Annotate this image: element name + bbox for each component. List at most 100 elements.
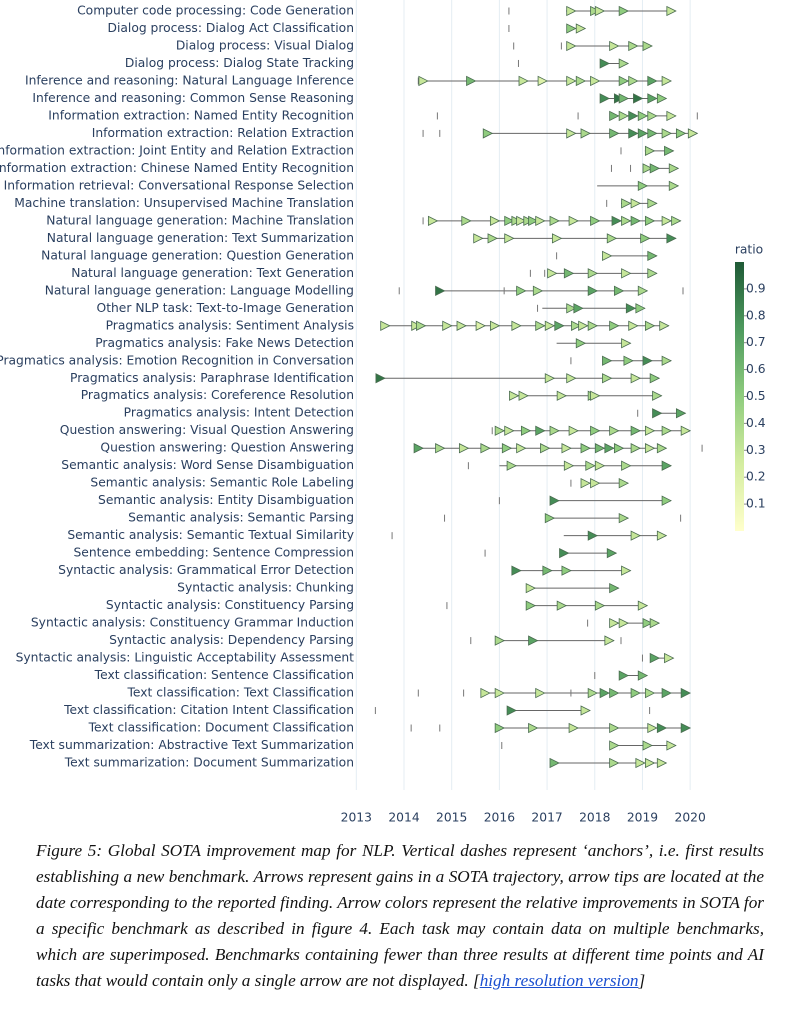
arrow — [602, 373, 613, 384]
row-label: Other NLP task: Text-to-Image Generation — [97, 301, 354, 315]
arrow — [656, 722, 668, 734]
arrow — [604, 635, 615, 646]
row-label: Question answering: Question Answering — [100, 441, 354, 455]
row-label: Pragmatics analysis: Intent Detection — [124, 406, 354, 420]
row-label: Natural language generation: Text Genera… — [71, 266, 354, 280]
arrow — [594, 443, 606, 454]
arrow — [652, 408, 663, 419]
x-tick-label: 2018 — [579, 811, 610, 825]
caption-text: Figure 5: Global SOTA improvement map fo… — [36, 841, 764, 990]
arrow — [656, 530, 668, 541]
arrow — [666, 740, 677, 751]
row-label: Text classification: Document Classifica… — [88, 721, 354, 735]
caption-link[interactable]: high resolution version — [479, 971, 639, 990]
arrow — [418, 75, 429, 87]
arrow — [628, 128, 639, 139]
arrow — [458, 443, 470, 454]
arrow — [637, 285, 649, 296]
arrow — [480, 687, 491, 699]
arrow — [520, 425, 532, 436]
arrow — [518, 75, 529, 87]
arrow — [637, 180, 649, 192]
row-label: Dialog process: Dialog Act Classificatio… — [107, 21, 354, 35]
row-label: Information extraction: Relation Extract… — [92, 126, 354, 140]
arrow — [656, 757, 668, 769]
arrow — [482, 128, 494, 139]
row-label: Semantic analysis: Semantic Role Labelin… — [90, 476, 354, 490]
arrow — [630, 530, 641, 541]
arrow — [649, 652, 661, 664]
colorbar-tick-label: 0.9 — [746, 281, 766, 295]
arrow — [504, 215, 515, 227]
arrow — [594, 460, 606, 471]
arrow — [609, 617, 620, 629]
arrow — [628, 40, 639, 52]
arrow — [568, 722, 579, 734]
arrow — [535, 687, 546, 699]
row-label: Semantic analysis: Semantic Parsing — [128, 511, 354, 525]
arrow — [480, 443, 491, 454]
arrow — [640, 233, 651, 244]
arrow — [661, 355, 672, 366]
arrow — [549, 215, 560, 227]
arrow — [559, 547, 570, 559]
arrow — [628, 320, 639, 331]
x-tick-label: 2019 — [627, 811, 658, 825]
arrow — [556, 600, 568, 611]
arrow — [442, 320, 453, 331]
arrow — [609, 40, 620, 52]
arrow — [587, 320, 599, 331]
arrow — [647, 110, 658, 122]
arrow — [599, 58, 610, 69]
arrow — [556, 390, 568, 401]
arrow — [566, 23, 577, 34]
row-label: Machine translation: Unsupervised Machin… — [14, 196, 354, 210]
row-label: Inference and reasoning: Common Sense Re… — [32, 91, 354, 105]
arrow — [566, 40, 577, 52]
arrow — [630, 425, 641, 436]
arrow — [528, 722, 539, 734]
arrow — [594, 5, 606, 17]
arrow — [489, 320, 501, 331]
arrow — [549, 425, 560, 436]
arrow — [416, 320, 427, 331]
arrow — [532, 285, 544, 296]
row-label: Natural language generation: Language Mo… — [45, 283, 354, 297]
arrow — [466, 75, 477, 87]
arrow — [618, 110, 630, 122]
row-label: Semantic analysis: Semantic Textual Simi… — [67, 528, 354, 542]
arrow — [525, 582, 537, 594]
arrow — [580, 705, 591, 716]
arrow — [549, 757, 560, 769]
arrow — [680, 687, 692, 699]
arrow — [535, 425, 546, 436]
arrow — [613, 285, 625, 296]
row-label: Text summarization: Document Summarizati… — [64, 756, 354, 770]
arrow — [630, 373, 641, 384]
arrow — [675, 128, 687, 139]
arrow — [609, 757, 620, 769]
colorbar-tick-label: 0.7 — [746, 335, 766, 349]
arrow — [664, 145, 675, 157]
arrow — [590, 478, 601, 489]
arrow — [644, 215, 656, 227]
row-label: Computer code processing: Code Generatio… — [77, 4, 354, 18]
arrow — [647, 722, 658, 734]
arrow — [611, 215, 622, 227]
arrow — [609, 320, 620, 331]
arrow — [602, 355, 613, 366]
arrow — [506, 460, 517, 471]
row-label: Syntactic analysis: Constituency Grammar… — [31, 616, 354, 630]
arrow — [630, 443, 641, 454]
x-tick-label: 2016 — [484, 811, 515, 825]
arrow — [618, 5, 630, 17]
colorbar — [735, 262, 744, 531]
arrow — [516, 443, 527, 454]
arrow — [618, 670, 630, 681]
arrow — [642, 355, 653, 366]
arrow — [509, 390, 520, 401]
arrow — [504, 425, 515, 436]
arrow — [575, 338, 587, 349]
arrow — [542, 565, 553, 576]
